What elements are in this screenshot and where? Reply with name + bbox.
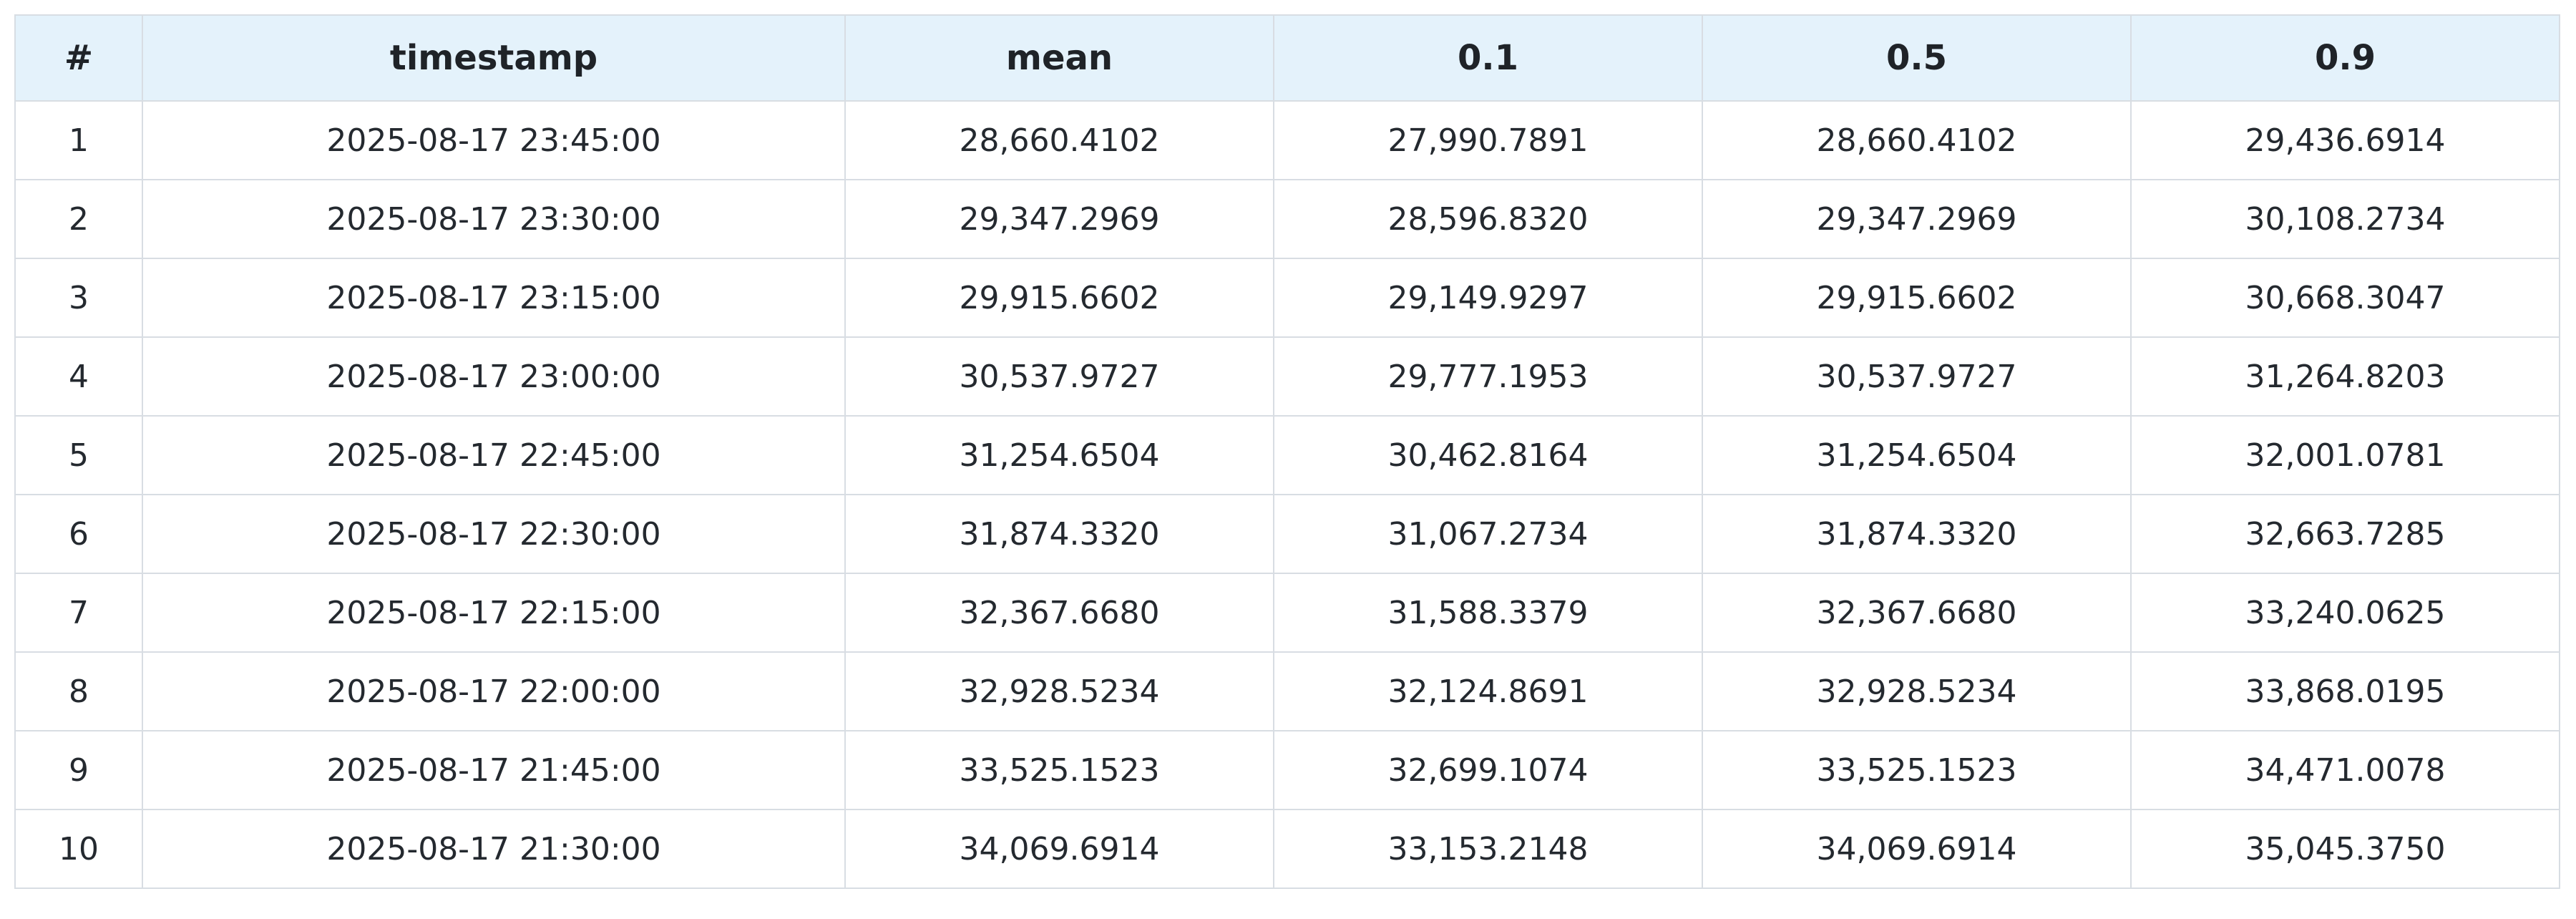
table-row[interactable]: 1 2025-08-17 23:45:00 28,660.4102 27,990.78… bbox=[14, 100, 2560, 180]
timestamp-cell: 2025-08-17 23:45:00 bbox=[142, 100, 846, 180]
table-row[interactable]: 5 2025-08-17 22:45:00 31,254.6504 30,462.81… bbox=[14, 415, 2560, 495]
mean-cell: 30,537.9727 bbox=[844, 336, 1274, 417]
forecast-table: # timestamp mean 0.1 0.5 0.9 1 2025-08-17… bbox=[14, 14, 2560, 889]
timestamp-cell: 2025-08-17 22:15:00 bbox=[142, 573, 846, 653]
table-body: 1 2025-08-17 23:45:00 28,660.4102 27,990.78… bbox=[14, 100, 2560, 889]
quantile-0.5-cell: 33,525.1523 bbox=[1702, 730, 2132, 810]
mean-cell: 31,254.6504 bbox=[844, 415, 1274, 495]
mean-cell: 28,660.4102 bbox=[844, 100, 1274, 180]
quantile-0.9-cell: 32,001.0781 bbox=[2130, 415, 2560, 495]
quantile-0.1-cell: 33,153.2148 bbox=[1273, 809, 1703, 889]
row-index-cell: 10 bbox=[14, 809, 143, 889]
timestamp-cell: 2025-08-17 21:45:00 bbox=[142, 730, 846, 810]
table-row[interactable]: 3 2025-08-17 23:15:00 29,915.6602 29,149.92… bbox=[14, 258, 2560, 338]
row-index-cell: 1 bbox=[14, 100, 143, 180]
mean-cell: 34,069.6914 bbox=[844, 809, 1274, 889]
quantile-0.9-cell: 31,264.8203 bbox=[2130, 336, 2560, 417]
table-row[interactable]: 9 2025-08-17 21:45:00 33,525.1523 32,699.10… bbox=[14, 730, 2560, 810]
table-container: # timestamp mean 0.1 0.5 0.9 1 2025-08-17… bbox=[14, 14, 2560, 889]
table-row[interactable]: 10 2025-08-17 21:30:00 34,069.6914 33,153.2… bbox=[14, 809, 2560, 889]
column-header-index[interactable]: # bbox=[14, 14, 143, 102]
timestamp-cell: 2025-08-17 21:30:00 bbox=[142, 809, 846, 889]
mean-cell: 31,874.3320 bbox=[844, 494, 1274, 574]
column-header-quantile-0.9[interactable]: 0.9 bbox=[2130, 14, 2560, 102]
quantile-0.1-cell: 30,462.8164 bbox=[1273, 415, 1703, 495]
quantile-0.9-cell: 33,240.0625 bbox=[2130, 573, 2560, 653]
column-header-quantile-0.1[interactable]: 0.1 bbox=[1273, 14, 1703, 102]
quantile-0.1-cell: 32,124.8691 bbox=[1273, 651, 1703, 731]
row-index-cell: 7 bbox=[14, 573, 143, 653]
quantile-0.9-cell: 35,045.3750 bbox=[2130, 809, 2560, 889]
row-index-cell: 6 bbox=[14, 494, 143, 574]
header-row: # timestamp mean 0.1 0.5 0.9 bbox=[14, 14, 2560, 102]
row-index-cell: 5 bbox=[14, 415, 143, 495]
quantile-0.9-cell: 30,108.2734 bbox=[2130, 179, 2560, 259]
column-header-quantile-0.5[interactable]: 0.5 bbox=[1702, 14, 2132, 102]
quantile-0.1-cell: 32,699.1074 bbox=[1273, 730, 1703, 810]
timestamp-cell: 2025-08-17 23:00:00 bbox=[142, 336, 846, 417]
timestamp-cell: 2025-08-17 23:30:00 bbox=[142, 179, 846, 259]
quantile-0.1-cell: 31,588.3379 bbox=[1273, 573, 1703, 653]
column-header-timestamp[interactable]: timestamp bbox=[142, 14, 846, 102]
row-index-cell: 8 bbox=[14, 651, 143, 731]
quantile-0.9-cell: 30,668.3047 bbox=[2130, 258, 2560, 338]
quantile-0.1-cell: 28,596.8320 bbox=[1273, 179, 1703, 259]
quantile-0.5-cell: 34,069.6914 bbox=[1702, 809, 2132, 889]
quantile-0.9-cell: 34,471.0078 bbox=[2130, 730, 2560, 810]
row-index-cell: 2 bbox=[14, 179, 143, 259]
timestamp-cell: 2025-08-17 22:45:00 bbox=[142, 415, 846, 495]
quantile-0.5-cell: 29,915.6602 bbox=[1702, 258, 2132, 338]
quantile-0.9-cell: 33,868.0195 bbox=[2130, 651, 2560, 731]
row-index-cell: 4 bbox=[14, 336, 143, 417]
mean-cell: 32,367.6680 bbox=[844, 573, 1274, 653]
table-row[interactable]: 4 2025-08-17 23:00:00 30,537.9727 29,777.19… bbox=[14, 336, 2560, 417]
mean-cell: 33,525.1523 bbox=[844, 730, 1274, 810]
column-header-mean[interactable]: mean bbox=[844, 14, 1274, 102]
quantile-0.1-cell: 31,067.2734 bbox=[1273, 494, 1703, 574]
quantile-0.1-cell: 29,149.9297 bbox=[1273, 258, 1703, 338]
row-index-cell: 3 bbox=[14, 258, 143, 338]
quantile-0.5-cell: 29,347.2969 bbox=[1702, 179, 2132, 259]
quantile-0.5-cell: 31,254.6504 bbox=[1702, 415, 2132, 495]
quantile-0.1-cell: 29,777.1953 bbox=[1273, 336, 1703, 417]
timestamp-cell: 2025-08-17 22:00:00 bbox=[142, 651, 846, 731]
table-row[interactable]: 6 2025-08-17 22:30:00 31,874.3320 31,067.27… bbox=[14, 494, 2560, 574]
quantile-0.5-cell: 31,874.3320 bbox=[1702, 494, 2132, 574]
quantile-0.5-cell: 28,660.4102 bbox=[1702, 100, 2132, 180]
table-row[interactable]: 2 2025-08-17 23:30:00 29,347.2969 28,596.83… bbox=[14, 179, 2560, 259]
quantile-0.5-cell: 32,367.6680 bbox=[1702, 573, 2132, 653]
mean-cell: 32,928.5234 bbox=[844, 651, 1274, 731]
timestamp-cell: 2025-08-17 22:30:00 bbox=[142, 494, 846, 574]
quantile-0.9-cell: 29,436.6914 bbox=[2130, 100, 2560, 180]
quantile-0.9-cell: 32,663.7285 bbox=[2130, 494, 2560, 574]
table-row[interactable]: 7 2025-08-17 22:15:00 32,367.6680 31,588.33… bbox=[14, 573, 2560, 653]
row-index-cell: 9 bbox=[14, 730, 143, 810]
mean-cell: 29,915.6602 bbox=[844, 258, 1274, 338]
timestamp-cell: 2025-08-17 23:15:00 bbox=[142, 258, 846, 338]
quantile-0.5-cell: 32,928.5234 bbox=[1702, 651, 2132, 731]
table-row[interactable]: 8 2025-08-17 22:00:00 32,928.5234 32,124.86… bbox=[14, 651, 2560, 731]
mean-cell: 29,347.2969 bbox=[844, 179, 1274, 259]
quantile-0.1-cell: 27,990.7891 bbox=[1273, 100, 1703, 180]
quantile-0.5-cell: 30,537.9727 bbox=[1702, 336, 2132, 417]
